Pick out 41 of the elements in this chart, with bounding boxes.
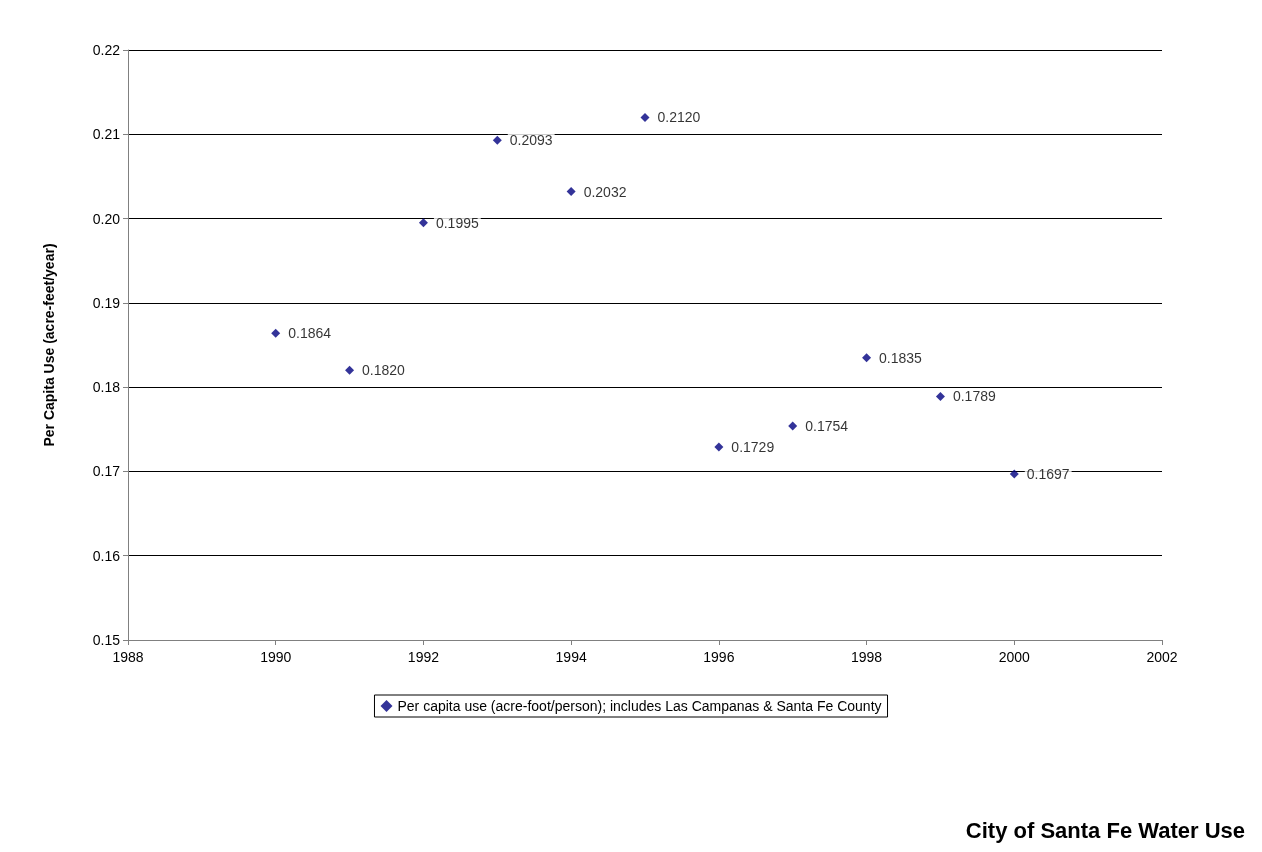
x-tick-label: 1992 [407, 649, 440, 665]
y-tick-label: 0.16 [92, 547, 121, 564]
point [271, 328, 281, 338]
data-label: 0.1789 [952, 388, 996, 405]
data-label: 0.1697 [1026, 465, 1070, 482]
text: City of Santa Fe Water Use [965, 817, 1245, 843]
data-label: 0.2032 [583, 183, 627, 200]
point [862, 353, 872, 363]
y-tick-label: 0.20 [92, 210, 121, 227]
point [492, 135, 502, 145]
x-tick-label: 1988 [112, 649, 144, 665]
y-tick-label: 0.18 [92, 379, 121, 396]
point [345, 365, 355, 375]
legend-label: Per capita use (acre-foot/person); includes Las Campanas & Santa Fe County [397, 698, 882, 714]
point [935, 391, 945, 401]
x-tick-label: 2000 [998, 649, 1031, 665]
data-label: 0.1729 [731, 438, 775, 455]
x-tick-label: 1996 [703, 649, 735, 665]
x-tick-label: 1998 [850, 649, 883, 665]
y-tick-label: 0.22 [92, 42, 121, 58]
point [418, 218, 428, 228]
data-label: 0.2120 [657, 109, 701, 126]
y-tick-label: 0.21 [92, 126, 121, 143]
x-tick-label: 1990 [260, 649, 292, 665]
point [566, 187, 576, 197]
data-label: 0.1864 [288, 325, 332, 342]
point [788, 421, 798, 431]
data-label: 0.1754 [805, 417, 849, 434]
y-axis-title: Per Capita Use (acre-feet/year) [41, 243, 57, 447]
y-tick-label: 0.17 [92, 463, 121, 480]
data-label: 0.2093 [509, 132, 553, 149]
data-label: 0.1995 [435, 214, 479, 231]
point [640, 112, 650, 122]
y-tick-label: 0.19 [92, 294, 121, 311]
x-tick-label: 1994 [555, 649, 587, 665]
x-tick-label: 2002 [1146, 649, 1178, 665]
point [714, 442, 724, 452]
data-label: 0.1820 [362, 362, 406, 379]
point [1009, 469, 1019, 479]
y-tick-label: 0.15 [92, 632, 121, 648]
data-label: 0.1835 [879, 349, 923, 366]
